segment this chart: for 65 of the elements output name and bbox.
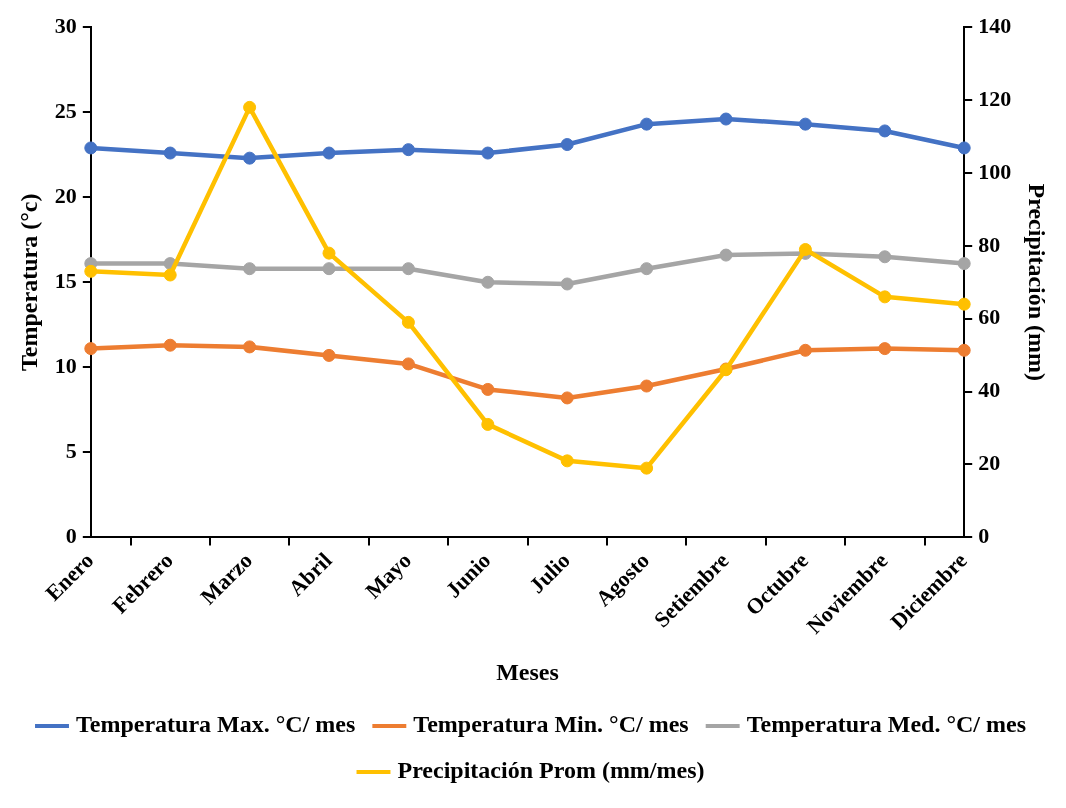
point: [84, 141, 98, 155]
point: [401, 357, 415, 371]
point: [322, 146, 336, 160]
point: [560, 138, 574, 152]
point: [957, 257, 971, 271]
point: [84, 342, 98, 356]
point: [322, 262, 336, 276]
point: [798, 242, 812, 256]
point: [719, 112, 733, 126]
point: [719, 248, 733, 262]
point: [481, 417, 495, 431]
point: [878, 124, 892, 138]
y2-tick-label: 80: [978, 231, 1001, 257]
y2-tick-label: 20: [978, 450, 1001, 476]
point: [163, 268, 177, 282]
y-tick-label: 15: [54, 267, 77, 293]
point: [243, 262, 257, 276]
point: [957, 141, 971, 155]
point: [481, 382, 495, 396]
point: [957, 297, 971, 311]
y-tick-label: 0: [65, 523, 77, 549]
y2-tick-label: 140: [978, 12, 1012, 38]
point: [798, 117, 812, 131]
point: [640, 262, 654, 276]
y2-tick-label: 100: [978, 158, 1012, 184]
point: [401, 262, 415, 276]
y-tick-label: 20: [54, 182, 77, 208]
point: [560, 391, 574, 405]
point: [163, 338, 177, 352]
y2-tick-label: 60: [978, 304, 1001, 330]
y2-tick-label: 0: [978, 523, 990, 549]
y-tick-label: 25: [54, 97, 77, 123]
x-axis-title: Meses: [496, 658, 559, 685]
point: [640, 461, 654, 475]
legend-label: Temperatura Max. °C/ mes: [76, 711, 356, 738]
point: [243, 100, 257, 114]
point: [401, 315, 415, 329]
point: [878, 342, 892, 356]
point: [163, 146, 177, 160]
y-tick-label: 10: [54, 353, 77, 379]
point: [798, 343, 812, 357]
point: [322, 348, 336, 362]
point: [322, 246, 336, 260]
point: [878, 250, 892, 264]
legend-label: Precipitación Prom (mm/mes): [397, 757, 705, 784]
point: [401, 143, 415, 157]
point: [640, 379, 654, 393]
point: [481, 275, 495, 289]
point: [640, 117, 654, 131]
y2-tick-label: 40: [978, 377, 1001, 403]
y2-axis-title: Precipitación (mm): [1024, 183, 1051, 382]
point: [878, 290, 892, 304]
point: [243, 151, 257, 165]
y-axis-title: Temperatura (°c): [15, 193, 42, 371]
y-tick-label: 30: [54, 12, 77, 38]
y2-tick-label: 120: [978, 85, 1012, 111]
legend-label: Temperatura Min. °C/ mes: [413, 711, 689, 738]
y-tick-label: 5: [65, 438, 77, 464]
point: [560, 277, 574, 291]
point: [84, 264, 98, 278]
point: [957, 343, 971, 357]
point: [243, 340, 257, 354]
legend-label: Temperatura Med. °C/ mes: [746, 711, 1026, 738]
point: [481, 146, 495, 160]
point: [560, 454, 574, 468]
